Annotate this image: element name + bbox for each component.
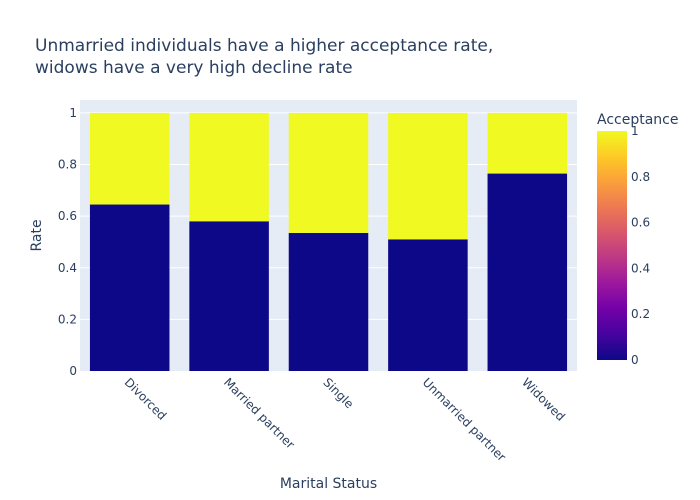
colorbar-tick-label: 0.8	[631, 170, 650, 184]
x-tick-label: Divorced	[122, 375, 170, 423]
colorbar-tick-label: 0.2	[631, 307, 650, 321]
bar-accept-single	[288, 112, 369, 233]
bar-accept-unmarried-partner	[388, 112, 468, 240]
x-tick-label: Unmarried partner	[420, 375, 509, 464]
colorbar-gradient	[597, 131, 627, 360]
y-tick-label: 0.4	[58, 261, 77, 275]
colorbar-tick-label: 1	[631, 124, 639, 138]
colorbar-title: Acceptance	[597, 112, 678, 128]
y-tick-label: 1	[69, 106, 77, 120]
bar-decline-divorced	[89, 204, 170, 371]
colorbar: Acceptance 0 0.2 0.4 0.6 0.8 1	[597, 112, 678, 367]
y-tick-label: 0.8	[58, 158, 77, 172]
colorbar-tick-label: 0	[631, 353, 639, 367]
bar-decline-married-partner	[189, 221, 269, 371]
bar-decline-widowed	[487, 173, 568, 371]
colorbar-tick-label: 0.6	[631, 216, 650, 230]
y-tick-label: 0	[69, 364, 77, 378]
bar-decline-unmarried-partner	[388, 239, 468, 371]
x-tick-label: Married partner	[221, 375, 297, 451]
bar-decline-single	[288, 232, 369, 371]
y-axis-ticks: 0 0.2 0.4 0.6 0.8 1	[58, 106, 77, 378]
bars	[89, 112, 568, 371]
x-tick-label: Widowed	[519, 375, 568, 424]
colorbar-ticks: 0 0.2 0.4 0.6 0.8 1	[631, 124, 650, 367]
bar-accept-married-partner	[189, 112, 269, 222]
y-axis-title: Rate	[29, 219, 45, 251]
x-axis-ticks: Divorced Married partner Single Unmarried p…	[122, 375, 568, 464]
x-tick-label: Single	[320, 375, 356, 411]
chart-title-line-1: Unmarried individuals have a higher acce…	[35, 36, 493, 56]
x-axis-title: Marital Status	[280, 476, 377, 492]
chart-title: Unmarried individuals have a higher acce…	[35, 36, 493, 78]
bar-accept-divorced	[89, 112, 170, 205]
y-tick-label: 0.2	[58, 312, 77, 326]
colorbar-tick-label: 0.4	[631, 261, 650, 275]
chart-title-line-2: widows have a very high decline rate	[35, 58, 353, 78]
bar-accept-widowed	[487, 112, 568, 174]
y-tick-label: 0.6	[58, 209, 77, 223]
